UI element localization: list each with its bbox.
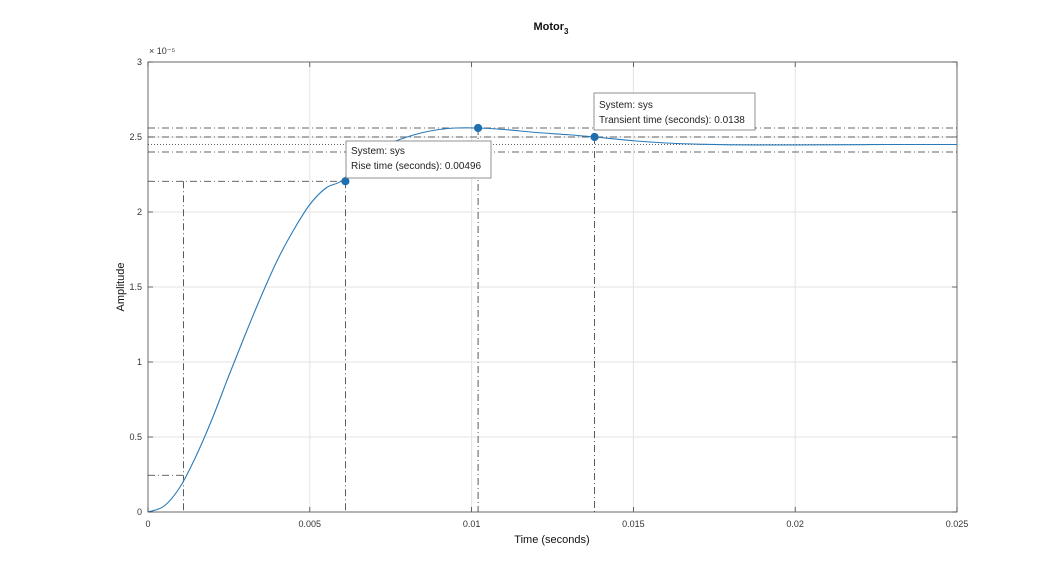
title-subscript: 3: [564, 27, 569, 36]
series-group: [147, 127, 957, 513]
datatip-transient-line2: Transient time (seconds): 0.0138: [599, 115, 745, 126]
datatip-rise-line1: System: sys: [351, 146, 405, 157]
data-marker: [473, 123, 483, 133]
datatip-transient-time[interactable]: System: sys Transient time (seconds): 0.…: [593, 92, 756, 131]
y-tick-label: 2: [137, 207, 142, 217]
x-tick-label: 0.02: [786, 519, 804, 529]
markers-group: [341, 123, 599, 186]
data-marker: [590, 132, 599, 142]
y-ticks: 0 0.5 1 1.5 2 2.5 3: [129, 57, 957, 517]
datatip-rise-line2: Rise time (seconds): 0.00496: [351, 161, 482, 172]
y-tick-label: 0: [137, 507, 142, 517]
y-tick-label: 1: [137, 357, 142, 367]
y-tick-label: 3: [137, 57, 142, 67]
datatip-rise-box: [345, 140, 492, 179]
series-line: [147, 127, 957, 513]
datatip-transient-line1: System: sys: [599, 100, 653, 111]
title-text: Motor: [534, 21, 565, 33]
y-exponent-label: × 10⁻⁵: [149, 46, 176, 56]
x-ticks: 0 0.005 0.01 0.015 0.02 0.025: [145, 62, 968, 529]
x-tick-label: 0: [145, 519, 150, 529]
data-marker: [341, 177, 350, 186]
x-tick-label: 0.005: [299, 519, 322, 529]
y-tick-label: 2.5: [129, 132, 142, 142]
datatip-transient-box: [593, 92, 756, 131]
y-tick-label: 0.5: [129, 432, 142, 442]
reference-lines: [148, 127, 957, 512]
x-tick-label: 0.015: [622, 519, 645, 529]
x-tick-label: 0.025: [946, 519, 969, 529]
x-axis-label: Time (seconds): [514, 534, 589, 546]
y-axis-label: Amplitude: [115, 263, 127, 312]
datatip-rise-time[interactable]: System: sys Rise time (seconds): 0.00496: [345, 140, 492, 179]
y-tick-label: 1.5: [129, 282, 142, 292]
x-tick-label: 0.01: [463, 519, 481, 529]
chart-title: Motor3: [534, 21, 570, 36]
